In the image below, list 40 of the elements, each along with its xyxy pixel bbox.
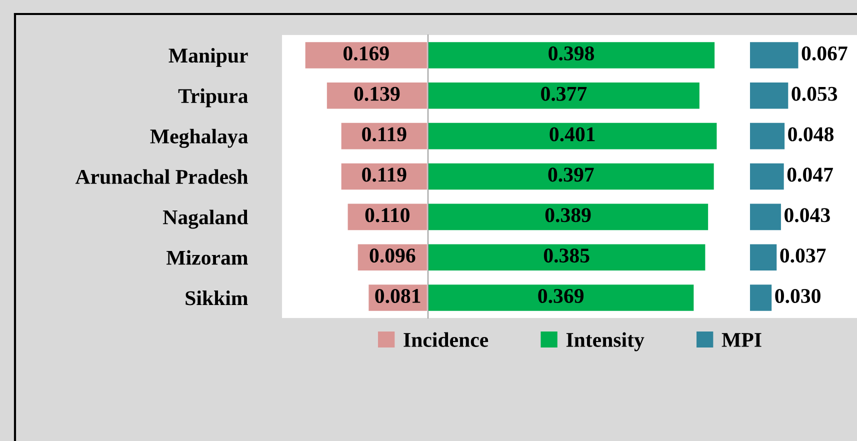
y-tick-label: Meghalaya [150,128,248,148]
data-label: 0.398 [548,46,594,61]
data-label: 0.096 [370,248,416,263]
y-tick-label: Mizoram [166,250,248,265]
bar [305,42,427,68]
bar [750,204,781,230]
legend-label: Intensity [566,332,644,352]
data-label: 0.047 [787,168,833,182]
legend-label: Incidence [404,332,488,347]
data-label: 0.385 [544,248,590,263]
data-label: 0.110 [365,208,410,222]
data-label: 0.119 [362,168,406,182]
data-label: 0.081 [375,288,420,304]
bar [750,244,777,270]
data-label: 0.030 [775,288,820,304]
y-tick-label: Sikkim [186,290,248,306]
data-label: 0.169 [344,46,389,61]
data-label: 0.053 [792,86,838,101]
data-label: 0.389 [545,208,591,222]
data-label: 0.043 [784,208,830,222]
y-tick-label: Tripura [178,88,248,108]
data-label: 0.397 [548,168,594,182]
data-label: 0.067 [802,46,848,61]
data-label: 0.037 [780,248,826,263]
y-tick-label: Nagaland [163,210,248,229]
data-label: 0.377 [541,86,587,101]
data-label: 0.369 [538,288,584,304]
data-label: 0.139 [354,86,400,101]
y-tick-label: Manipur [168,48,248,67]
y-tick-label: Arunachal Pradesh [75,169,248,184]
bar [326,82,427,109]
bar [750,82,788,109]
data-label: 0.119 [362,127,406,142]
bar [750,42,798,68]
data-label: 0.401 [550,127,595,142]
bar [750,163,784,190]
legend-label: MPI [722,333,762,347]
bar [750,122,785,150]
data-label: 0.048 [788,127,834,142]
bar [750,284,772,311]
